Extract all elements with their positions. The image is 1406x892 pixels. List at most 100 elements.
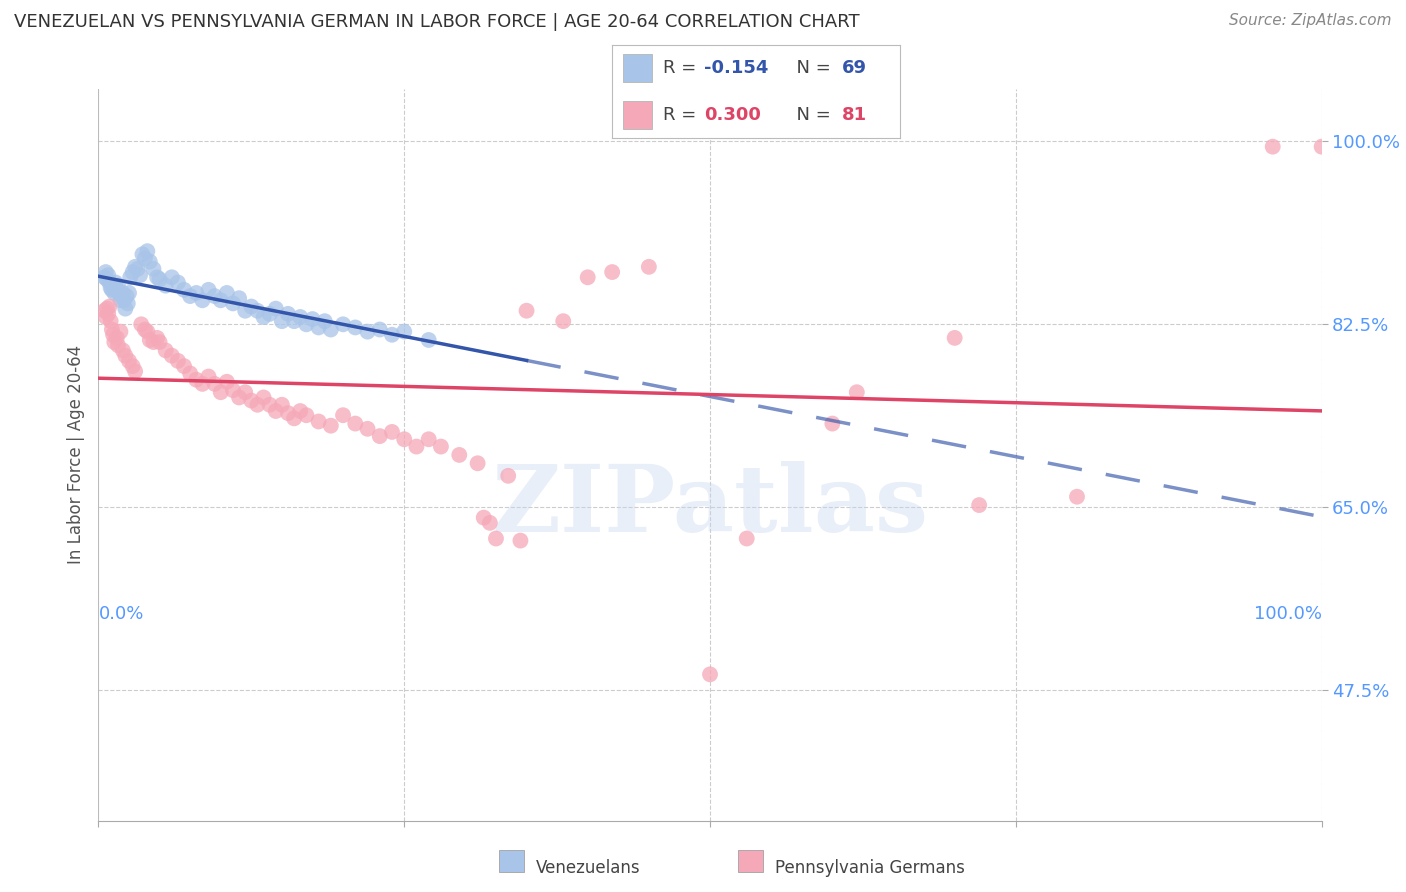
Point bbox=[179, 289, 201, 303]
Point bbox=[485, 532, 508, 546]
Point bbox=[264, 301, 287, 316]
Point bbox=[215, 375, 238, 389]
Point bbox=[115, 289, 138, 303]
Point bbox=[97, 268, 120, 283]
Point bbox=[107, 278, 129, 293]
Point bbox=[96, 272, 118, 286]
Point bbox=[146, 331, 169, 345]
Point bbox=[381, 327, 404, 342]
Point bbox=[943, 331, 966, 345]
Point bbox=[1261, 139, 1284, 153]
Point bbox=[576, 270, 599, 285]
Text: 0.300: 0.300 bbox=[704, 106, 761, 124]
Point bbox=[509, 533, 531, 548]
Point bbox=[121, 359, 143, 373]
Point bbox=[1310, 139, 1333, 153]
Point bbox=[191, 293, 214, 308]
Point bbox=[100, 314, 122, 328]
Point bbox=[167, 276, 190, 290]
Point bbox=[252, 310, 274, 324]
Point bbox=[600, 265, 623, 279]
Point bbox=[356, 325, 378, 339]
Point bbox=[301, 312, 323, 326]
Point bbox=[146, 270, 169, 285]
Point bbox=[209, 385, 232, 400]
Point bbox=[344, 417, 367, 431]
Point bbox=[98, 276, 121, 290]
Bar bbox=[623, 54, 652, 82]
Point bbox=[308, 320, 330, 334]
Point bbox=[515, 303, 537, 318]
Point bbox=[418, 432, 440, 446]
Point bbox=[117, 296, 139, 310]
Point bbox=[124, 260, 146, 274]
Point bbox=[114, 349, 136, 363]
Point bbox=[259, 398, 281, 412]
Point bbox=[142, 261, 165, 276]
Point bbox=[167, 354, 190, 368]
Point bbox=[98, 300, 121, 314]
Point bbox=[131, 247, 153, 261]
Point bbox=[314, 314, 336, 328]
Point bbox=[134, 322, 156, 336]
Point bbox=[136, 244, 159, 259]
Point bbox=[270, 314, 294, 328]
Point bbox=[197, 369, 219, 384]
Point bbox=[240, 393, 263, 408]
Point bbox=[173, 283, 195, 297]
Point bbox=[295, 408, 318, 422]
Point bbox=[101, 278, 124, 293]
Point bbox=[735, 532, 758, 546]
Point bbox=[845, 385, 868, 400]
Point bbox=[96, 301, 118, 316]
Point bbox=[228, 391, 250, 405]
Point bbox=[160, 349, 183, 363]
Point bbox=[478, 516, 501, 530]
Point bbox=[295, 318, 318, 332]
Point bbox=[121, 265, 143, 279]
Point bbox=[233, 303, 256, 318]
Point bbox=[139, 333, 162, 347]
Point bbox=[110, 325, 132, 339]
Point bbox=[1066, 490, 1088, 504]
Point bbox=[111, 285, 134, 300]
Point bbox=[264, 404, 287, 418]
Point bbox=[222, 383, 245, 397]
Point bbox=[101, 322, 124, 336]
Text: N =: N = bbox=[785, 59, 837, 77]
Point bbox=[118, 285, 141, 300]
Point bbox=[129, 318, 152, 332]
Text: Venezuelans: Venezuelans bbox=[536, 859, 640, 877]
Text: 0.0%: 0.0% bbox=[98, 605, 143, 623]
Point bbox=[381, 425, 404, 439]
Point bbox=[160, 270, 183, 285]
Point bbox=[112, 293, 135, 308]
Text: Pennsylvania Germans: Pennsylvania Germans bbox=[775, 859, 965, 877]
Point bbox=[110, 293, 132, 308]
Point bbox=[129, 268, 152, 283]
Point bbox=[100, 281, 122, 295]
Point bbox=[637, 260, 661, 274]
Point bbox=[699, 667, 721, 681]
Point bbox=[93, 270, 115, 285]
Text: N =: N = bbox=[785, 106, 837, 124]
Point bbox=[136, 325, 159, 339]
Point bbox=[467, 456, 489, 470]
Point bbox=[283, 411, 305, 425]
Text: 69: 69 bbox=[842, 59, 868, 77]
Point bbox=[270, 398, 294, 412]
Point bbox=[215, 285, 238, 300]
Point bbox=[124, 364, 146, 378]
Point bbox=[107, 338, 129, 352]
Point bbox=[472, 510, 495, 524]
Point bbox=[120, 270, 142, 285]
Point bbox=[108, 285, 131, 300]
Point bbox=[149, 334, 172, 349]
Point bbox=[222, 296, 245, 310]
Point bbox=[155, 343, 177, 358]
Point bbox=[233, 385, 256, 400]
Point bbox=[155, 278, 177, 293]
Point bbox=[319, 418, 342, 433]
Y-axis label: In Labor Force | Age 20-64: In Labor Force | Age 20-64 bbox=[66, 345, 84, 565]
Point bbox=[191, 376, 214, 391]
